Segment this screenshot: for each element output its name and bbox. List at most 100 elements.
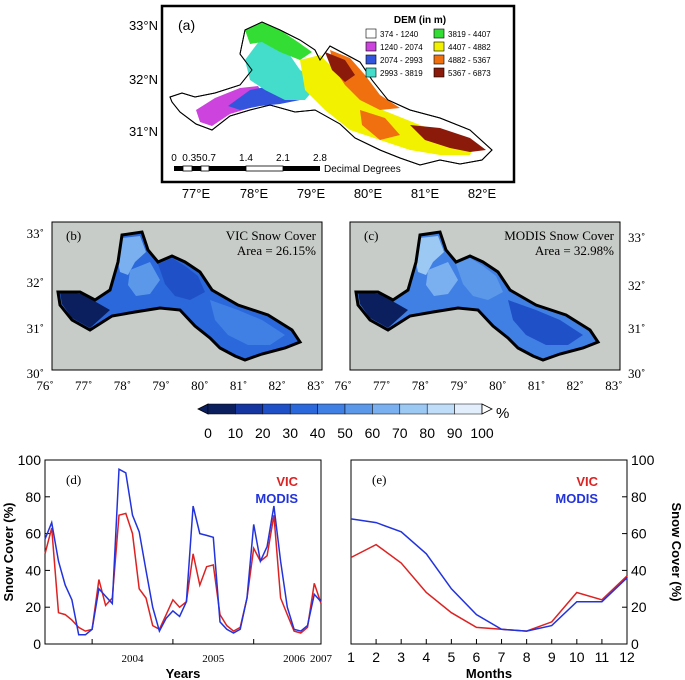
panel-a-lat-ticks: 33°N 32°N 31°N — [129, 18, 158, 139]
b-lon-tick: 83˚ — [307, 378, 324, 393]
colorbar-unit: % — [496, 405, 509, 422]
scale-label-14: 1.4 — [239, 153, 253, 164]
panel-a-dem-map: (a) 33°N 32°N 31°N 77°E 78°E 79°E 80°E 8… — [129, 4, 516, 201]
panel-c-label: (c) — [364, 228, 378, 243]
x-tick-label: 8 — [523, 649, 531, 665]
colorbar-cell — [207, 403, 236, 415]
panel-b-frame — [51, 221, 323, 371]
b-lat-31: 31˚ — [27, 321, 44, 336]
colorbar-tick-label: 50 — [337, 425, 353, 441]
x-tick-label: 1 — [347, 649, 355, 665]
chart-d-label: (d) — [66, 472, 81, 487]
dem-legend-swatch — [433, 28, 445, 39]
colorbar-tick-label: 70 — [392, 425, 408, 441]
dem-legend-label: 5367 - 6873 — [448, 69, 491, 78]
dem-legend-swatch — [433, 67, 445, 78]
colorbar-cell — [372, 403, 401, 415]
panel-c-area: Area = 32.98% — [535, 243, 614, 258]
scale-label-28: 2.8 — [313, 153, 327, 164]
chart-d-ylabel: Snow Cover (%) — [1, 503, 16, 602]
b-lon-tick: 79˚ — [152, 378, 169, 393]
b-lat-32: 32˚ — [27, 275, 44, 290]
dem-legend-swatch — [365, 67, 377, 78]
colorbar-tick-label: 0 — [204, 425, 212, 441]
b-lon-tick: 80˚ — [191, 378, 208, 393]
colorbar-tick-label: 100 — [470, 425, 494, 441]
colorbar-high-arrow — [481, 403, 493, 415]
chart-d-timeseries: (d) 0 20 40 60 80 100 2004 2005 2006 2007 VIC MO… — [1, 452, 333, 680]
lat-tick-31n: 31°N — [129, 124, 158, 139]
x-tick-label: 2006 — [283, 653, 306, 665]
y-tick-label: 80 — [631, 489, 647, 505]
dem-legend-label: 4407 - 4882 — [448, 43, 491, 52]
dem-legend-title: DEM (in m) — [394, 15, 446, 26]
chart-d-legend-vic: VIC — [276, 474, 298, 489]
dem-legend-swatch — [365, 41, 377, 52]
x-tick-label: 2 — [372, 649, 380, 665]
y-tick-label: 40 — [631, 562, 647, 578]
dem-legend-label: 2074 - 2993 — [380, 56, 423, 65]
b-lat-30: 30˚ — [27, 366, 44, 381]
y-tick-label: 0 — [631, 636, 639, 652]
colorbar-tick-label: 30 — [282, 425, 298, 441]
y-tick-label: 100 — [631, 452, 655, 468]
chart-e-label: (e) — [372, 472, 386, 487]
dem-legend-label: 3819 - 4407 — [448, 30, 491, 39]
snow-cover-colorbar: 0 10 20 30 40 50 60 70 80 90 100 % — [197, 403, 509, 441]
colorbar-cell — [344, 403, 373, 415]
panel-c-modis-map: (c) MODIS Snow Cover Area = 32.98% — [349, 221, 621, 371]
y-tick-label: 60 — [631, 526, 647, 542]
colorbar-cell — [289, 403, 318, 415]
series-line-modis — [44, 467, 322, 636]
b-lon-tick: 78˚ — [114, 378, 131, 393]
colorbar-tick-label: 10 — [228, 425, 244, 441]
y-tick-label: 100 — [18, 452, 42, 468]
x-tick-label: 9 — [548, 649, 556, 665]
colorbar-tick-label: 80 — [419, 425, 435, 441]
panel-c-title: MODIS Snow Cover — [504, 228, 614, 243]
panel-a-lon-ticks: 77°E 78°E 79°E 80°E 81°E 82°E — [182, 186, 497, 201]
lon-tick-81e: 81°E — [411, 186, 440, 201]
scale-unit: Decimal Degrees — [324, 164, 401, 175]
y-tick-label: 40 — [25, 562, 41, 578]
x-tick-label: 3 — [397, 649, 405, 665]
dem-legend-label: 4882 - 5367 — [448, 56, 491, 65]
chart-e-xlabel: Months — [466, 666, 512, 680]
lat-tick-33n: 33°N — [129, 18, 158, 33]
panel-a-label: (a) — [178, 17, 195, 33]
lon-tick-79e: 79°E — [297, 186, 326, 201]
panel-b-vic-map: (b) VIC Snow Cover Area = 26.15% — [51, 221, 323, 371]
lon-tick-77e: 77°E — [182, 186, 211, 201]
dem-legend-label: 2993 - 3819 — [380, 69, 423, 78]
panel-b-label: (b) — [66, 228, 81, 243]
x-tick-label: 6 — [473, 649, 481, 665]
c-lon-tick: 76˚ — [334, 378, 351, 393]
chart-d-xlabel: Years — [166, 666, 201, 680]
scale-bar: 0 0.35 0.7 1.4 2.1 2.8 Decimal Degrees — [171, 153, 400, 175]
colorbar-tick-label: 90 — [447, 425, 463, 441]
c-lon-tick: 80˚ — [489, 378, 506, 393]
dem-legend-swatch — [365, 54, 377, 65]
x-tick-label: 7 — [498, 649, 506, 665]
b-lon-tick: 76˚ — [36, 378, 53, 393]
c-lon-tick: 77˚ — [373, 378, 390, 393]
colorbar-cell — [399, 403, 428, 415]
chart-e-legend-modis: MODIS — [555, 491, 598, 506]
colorbar-tick-label: 20 — [255, 425, 271, 441]
panel-b-title: VIC Snow Cover — [226, 228, 317, 243]
lon-tick-82e: 82°E — [468, 186, 497, 201]
x-tick-label: 2005 — [202, 653, 225, 665]
y-tick-label: 80 — [25, 489, 41, 505]
x-tick-label: 10 — [569, 649, 585, 665]
y-tick-label: 20 — [25, 599, 41, 615]
scale-label-21: 2.1 — [276, 153, 290, 164]
c-lat-33: 33˚ — [628, 230, 645, 245]
colorbar-cell — [426, 403, 455, 415]
colorbar-cell — [262, 403, 291, 415]
panel-b-area: Area = 26.15% — [237, 243, 316, 258]
dem-legend-swatch — [433, 54, 445, 65]
c-lat-31: 31˚ — [628, 321, 645, 336]
panel-c-frame — [349, 221, 621, 371]
